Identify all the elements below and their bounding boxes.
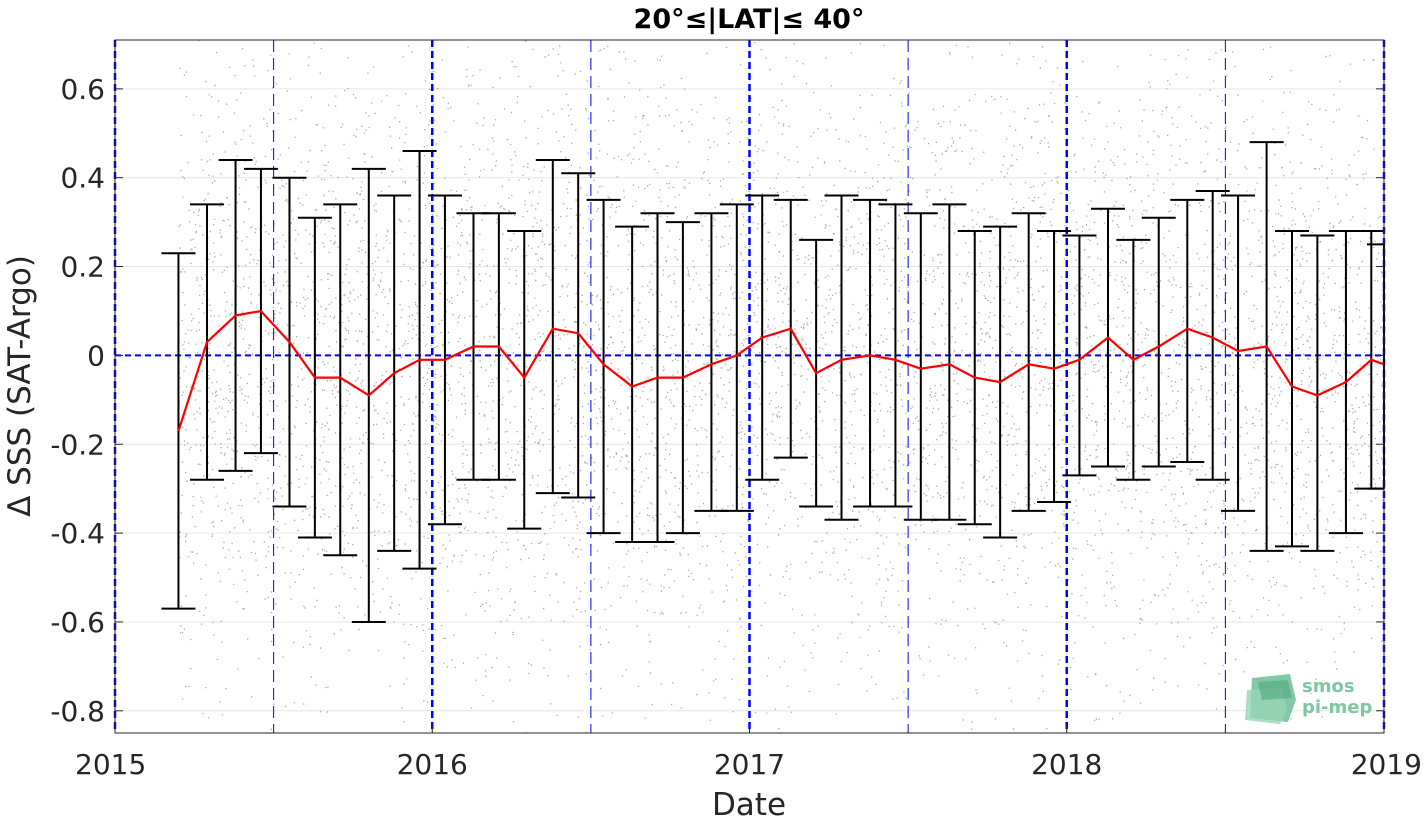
error-bar-34 — [1062, 234, 1097, 477]
error-bar-16 — [586, 198, 621, 535]
error-bar-6 — [323, 203, 358, 557]
error-bar-39 — [1195, 190, 1230, 481]
x-tick-label-3: 2018 — [1031, 748, 1102, 781]
error-bar-38 — [1170, 198, 1205, 464]
error-bar-37 — [1141, 216, 1176, 468]
logo-text-smos: smos — [1302, 676, 1355, 697]
logo-text-pi-mep: pi-mep — [1302, 697, 1372, 718]
y-axis: 0.6 0.4 0.2 0 -0.2 -0.4 -0.6 -0.8 — [50, 73, 1384, 728]
y-tick-label-7: -0.8 — [50, 695, 105, 728]
error-bar-25 — [824, 194, 859, 521]
error-bar-28 — [903, 212, 938, 521]
x-tick-label-1: 2016 — [397, 748, 468, 781]
error-bar-42 — [1274, 230, 1309, 548]
smos-pi-mep-logo: smos pi-mep — [1245, 674, 1372, 724]
error-bar-14 — [535, 158, 570, 495]
x-axis: 2015 2016 2017 2018 2019 — [75, 725, 1422, 781]
error-bar-15 — [561, 172, 596, 499]
error-bar-43 — [1300, 234, 1335, 552]
error-bar-33 — [1037, 230, 1072, 503]
y-tick-label-5: -0.4 — [50, 517, 105, 550]
y-tick-label-2: 0.2 — [60, 251, 105, 284]
y-tick-label-1: 0.4 — [60, 162, 105, 195]
error-bar-40 — [1221, 194, 1256, 512]
error-bar-32 — [1011, 212, 1046, 512]
y-tick-label-3: 0 — [87, 339, 105, 372]
scatter-points — [178, 40, 1386, 734]
x-tick-label-2: 2017 — [714, 748, 785, 781]
scatter-cloud — [178, 40, 1386, 734]
error-bar-13 — [507, 230, 542, 530]
error-bar-21 — [719, 203, 754, 512]
x-tick-label-0: 2015 — [75, 748, 146, 781]
logo-icon — [1245, 674, 1296, 724]
y-tick-label-4: -0.2 — [50, 428, 105, 461]
x-axis-label: Date — [712, 787, 786, 819]
y-axis-label: Δ SSS (SAT-Argo) — [2, 255, 38, 517]
chart-title: 20°≤|LAT|≤ 40° — [634, 4, 865, 35]
mean-line-group — [177, 309, 1385, 432]
y-tick-label-0: 0.6 — [60, 73, 105, 106]
error-bar-29 — [932, 203, 967, 521]
mean-line — [177, 309, 1385, 432]
error-bar-27 — [878, 203, 913, 508]
y-tick-label-6: -0.6 — [50, 606, 105, 639]
x-tick-label-4: 2019 — [1351, 748, 1422, 781]
error-bar-0 — [161, 252, 196, 610]
